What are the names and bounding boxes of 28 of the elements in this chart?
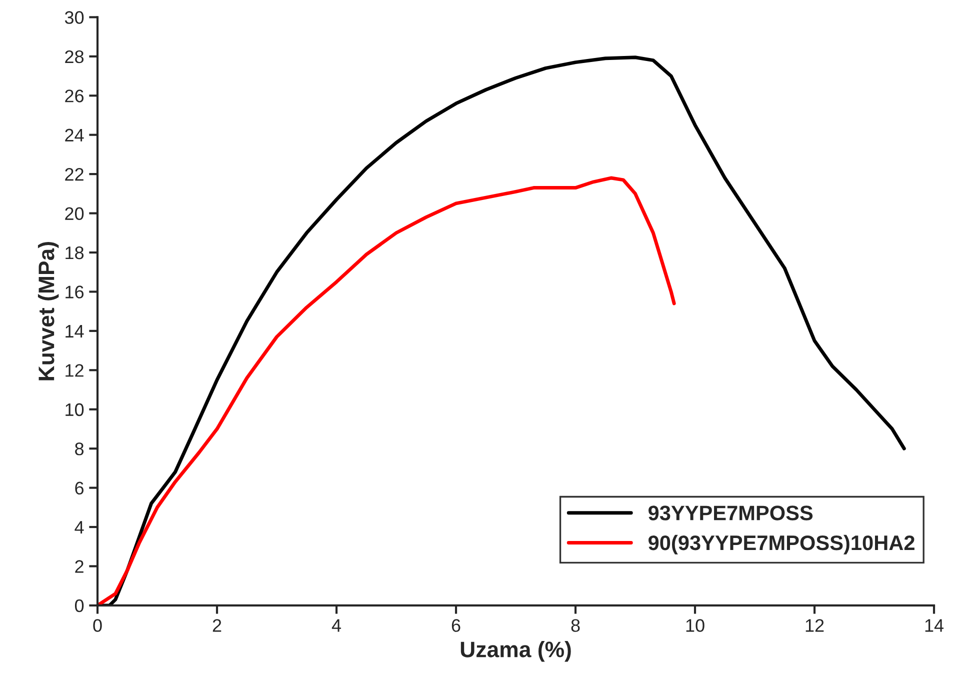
- x-tick-label: 4: [332, 619, 342, 632]
- y-axis-title: Kuvvet (MPa): [38, 242, 59, 380]
- x-tick-label: 12: [806, 619, 824, 632]
- x-tick-label: 6: [452, 619, 460, 632]
- y-tick-label: 22: [65, 168, 84, 181]
- y-tick-label: 4: [74, 521, 84, 534]
- y-tick-label: 26: [65, 90, 84, 102]
- y-tick-label: 2: [75, 560, 84, 573]
- x-axis-title: Uzama (%): [460, 641, 571, 662]
- legend-label: 93YYPE7MPOSS: [648, 506, 813, 520]
- y-tick-label: 10: [66, 403, 84, 416]
- y-tick-label: 28: [65, 50, 84, 64]
- x-tick-label: 14: [925, 619, 944, 632]
- y-tick-label: 0: [74, 599, 84, 612]
- y-tick-label: 24: [65, 128, 84, 142]
- y-tick-label: 14: [66, 325, 84, 338]
- y-tick-label: 16: [66, 286, 84, 298]
- x-tick-label: 2: [212, 619, 222, 632]
- x-tick-label: 0: [93, 619, 102, 632]
- legend-label: 90(93YYPE7MPOSS)10HA2: [648, 534, 914, 554]
- y-tick-label: 8: [75, 442, 84, 456]
- y-tick-label: 20: [65, 207, 84, 220]
- y-tick-label: 12: [66, 364, 84, 377]
- y-tick-label: 6: [75, 482, 84, 495]
- x-tick-label: 10: [686, 619, 704, 632]
- y-tick-label: 30: [64, 11, 84, 24]
- y-tick-label: 18: [66, 246, 84, 260]
- x-tick-label: 8: [571, 619, 580, 632]
